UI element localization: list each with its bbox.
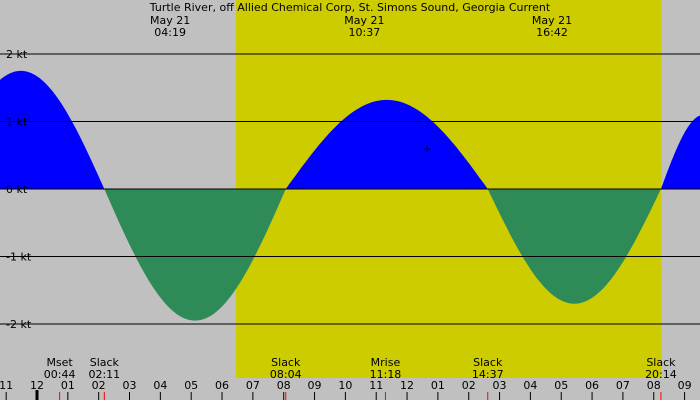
event-name: Slack [271, 356, 301, 369]
event-time: 11:18 [370, 368, 402, 381]
y-tick-label: -2 kt [6, 318, 32, 331]
header-time: 04:19 [154, 26, 186, 39]
event-time: 20:14 [645, 368, 677, 381]
event-name: Slack [90, 356, 120, 369]
ebb-area [104, 189, 286, 321]
x-tick-label: 08 [647, 379, 661, 392]
header-date: May 21 [344, 14, 384, 27]
x-tick-label: 07 [246, 379, 260, 392]
x-axis: 11 12 01 02 03 04 05 06 07 08 09 10 11 12 01 02 03 04 05 06… [0, 379, 692, 400]
header-time: 16:42 [536, 26, 568, 39]
x-tick-label: 04 [523, 379, 537, 392]
y-tick-label: 2 kt [6, 48, 28, 61]
y-tick-label: 1 kt [6, 116, 28, 129]
x-tick-label: 03 [123, 379, 137, 392]
event-name: Slack [473, 356, 503, 369]
event-time: 02:11 [88, 368, 120, 381]
current-time-marker: + [422, 143, 431, 156]
flood-area [0, 70, 105, 189]
x-tick-label: 06 [215, 379, 229, 392]
event-time: 14:37 [472, 368, 504, 381]
x-tick-label: 01 [431, 379, 445, 392]
x-tick-label: 01 [61, 379, 75, 392]
x-tick-label: 05 [184, 379, 198, 392]
y-tick-label: -1 kt [6, 251, 32, 264]
current-areas [0, 70, 700, 321]
x-tick-label: 11 [0, 379, 13, 392]
x-tick-label: 07 [616, 379, 630, 392]
header-time: 10:37 [349, 26, 381, 39]
current-marker: + [422, 143, 431, 156]
x-tick-label: 09 [308, 379, 322, 392]
x-tick-label: 09 [678, 379, 692, 392]
event-time: 00:44 [44, 368, 76, 381]
x-tick-label: 05 [554, 379, 568, 392]
x-tick-label: 06 [585, 379, 599, 392]
x-tick-label: 02 [462, 379, 476, 392]
x-tick-label: 11 [369, 379, 383, 392]
event-labels: Mset00:44Slack02:11Slack08:04Mrise11:18S… [44, 356, 677, 400]
event-time: 08:04 [270, 368, 302, 381]
event-name: Mrise [371, 356, 401, 369]
x-tick-label: 12 [30, 379, 44, 392]
x-tick-label: 04 [153, 379, 167, 392]
event-name: Mset [46, 356, 73, 369]
y-axis-labels: 2 kt 1 kt 0 kt -1 kt -2 kt [6, 48, 32, 331]
gridlines [0, 53, 700, 325]
ebb-area [487, 189, 661, 304]
y-tick-label: 0 kt [6, 183, 28, 196]
header-date: May 21 [532, 14, 572, 27]
x-tick-label: 08 [277, 379, 291, 392]
x-tick-label: 10 [338, 379, 352, 392]
flood-area [285, 99, 488, 189]
chart-title: Turtle River, off Allied Chemical Corp, … [149, 1, 551, 14]
event-name: Slack [646, 356, 676, 369]
flood-area [660, 115, 700, 189]
x-tick-label: 02 [92, 379, 106, 392]
x-tick-label: 03 [493, 379, 507, 392]
header-date: May 21 [150, 14, 190, 27]
x-tick-label: 12 [400, 379, 414, 392]
